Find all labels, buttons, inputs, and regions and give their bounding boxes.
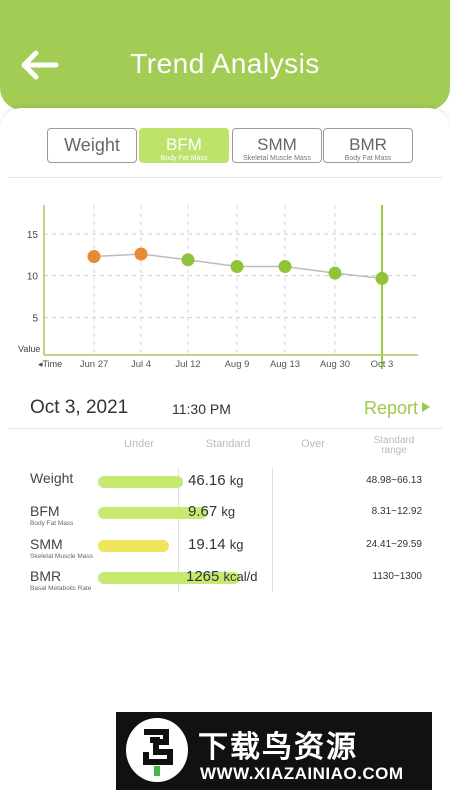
tab-bfm[interactable]: BFM Body Fat Mass: [139, 128, 229, 163]
row-value: 19.14 kg: [188, 536, 243, 553]
value-unit: kcal/d: [223, 569, 258, 584]
row-value: 9.67 kg: [188, 503, 235, 520]
value-number: 19.14: [188, 536, 226, 553]
selection-info: Oct 3, 2021 11:30 PM Report: [30, 397, 430, 425]
app-header: Trend Analysis: [0, 0, 450, 110]
arrow-left-icon: [21, 50, 59, 80]
data-point: [87, 250, 101, 263]
row-label: Weight: [30, 470, 74, 486]
divider: [8, 177, 442, 178]
value-unit: kg: [221, 504, 236, 519]
x-tick-label: Aug 30: [320, 359, 350, 370]
level-bar: [98, 507, 207, 519]
play-triangle-icon: [422, 402, 430, 412]
table-row: SMM Skeletal Muscle Mass 19.14 kg 24.41~29.…: [0, 536, 450, 566]
x-tick-label: Aug 13: [270, 359, 300, 370]
column-separator: [272, 468, 273, 592]
level-bar: [98, 540, 169, 552]
report-link[interactable]: Report: [364, 398, 430, 419]
row-range: 48.98~66.13: [366, 475, 422, 486]
value-number: 9.67: [188, 503, 218, 520]
column-separator: [178, 468, 179, 592]
x-tick-label: Jun 27: [80, 359, 109, 370]
bird-logo-icon: [126, 718, 188, 782]
row-label: BMR: [30, 568, 62, 584]
data-point: [134, 247, 148, 261]
x-tick-label: Jul 12: [175, 359, 200, 370]
row-range: 1130~1300: [372, 571, 422, 582]
value-number: 46.16: [188, 472, 226, 489]
selected-date: Oct 3, 2021: [30, 397, 129, 418]
table-header: Under Standard Over Standard range: [0, 435, 450, 462]
data-point: [375, 271, 389, 285]
metric-tabs: Weight BFM Body Fat Mass SMM Skeletal Mu…: [47, 128, 417, 164]
level-bar: [98, 476, 183, 488]
header-standard: Standard: [205, 438, 251, 450]
tab-label: SMM: [257, 135, 297, 154]
header-range: Standard range: [373, 435, 415, 456]
row-sublabel: Skeletal Muscle Mass: [30, 553, 93, 560]
report-label: Report: [363, 398, 418, 418]
row-sublabel: Basal Metabolic Rate: [30, 585, 92, 592]
data-point: [181, 253, 195, 267]
selected-time: 11:30 PM: [172, 401, 231, 417]
row-label: SMM: [30, 536, 63, 552]
row-range: 8.31~12.92: [371, 506, 422, 517]
value-number: 1265: [186, 568, 220, 585]
tab-label: BMR: [349, 135, 387, 154]
value-unit: kg: [229, 473, 244, 488]
value-unit: kg: [229, 537, 244, 552]
watermark-url: WWW.XIAZAINIAO.COM: [200, 764, 404, 783]
watermark-text: 下载鸟资源: [198, 731, 358, 764]
divider: [8, 428, 442, 429]
row-range: 24.41~29.59: [366, 539, 422, 550]
row-sublabel: Body Fat Mass: [30, 520, 74, 527]
x-tick-label: Jul 4: [131, 359, 151, 370]
table-row: Weight 46.16 kg 48.98~66.13: [0, 470, 450, 500]
x-tick-label: Aug 9: [225, 359, 250, 370]
trend-chart[interactable]: 5 10 15 Value ◂Time Jun 27 Jul 4 Jul 12 Aug 9 Aug…: [0, 195, 450, 375]
y-tick-label: 5: [32, 313, 38, 324]
header-under: Under: [124, 438, 154, 450]
y-axis-label: Value: [18, 344, 40, 354]
table-row: BMR Basal Metabolic Rate 1265 kcal/d 1130~1…: [0, 568, 450, 598]
y-tick-label: 10: [27, 272, 39, 283]
data-point: [230, 260, 244, 273]
tab-sublabel: Skeletal Muscle Mass: [243, 155, 311, 162]
data-point: [328, 266, 342, 280]
x-tick-label: Oct 3: [371, 359, 394, 370]
tab-label: Weight: [64, 135, 120, 155]
back-button[interactable]: [20, 48, 60, 82]
row-value: 46.16 kg: [188, 472, 243, 489]
y-tick-label: 15: [27, 230, 39, 241]
tab-sublabel: Body Fat Mass: [344, 155, 392, 162]
tab-bmr[interactable]: BMR Body Fat Mass: [323, 128, 413, 163]
row-label: BFM: [30, 503, 60, 519]
page-title: Trend Analysis: [130, 48, 320, 79]
tab-smm[interactable]: SMM Skeletal Muscle Mass: [232, 128, 322, 163]
table-row: BFM Body Fat Mass 9.67 kg 8.31~12.92: [0, 503, 450, 533]
watermark: 下载鸟资源 WWW.XIAZAINIAO.COM: [116, 712, 432, 790]
row-value: 1265 kcal/d: [186, 568, 258, 585]
level-bar: [98, 572, 240, 584]
header-over: Over: [301, 438, 325, 450]
content-card: [0, 108, 450, 800]
tab-label: BFM: [166, 135, 202, 154]
tab-sublabel: Body Fat Mass: [160, 155, 208, 162]
tab-weight[interactable]: Weight: [47, 128, 137, 163]
x-axis-label: ◂Time: [38, 359, 62, 369]
data-point: [278, 260, 292, 273]
